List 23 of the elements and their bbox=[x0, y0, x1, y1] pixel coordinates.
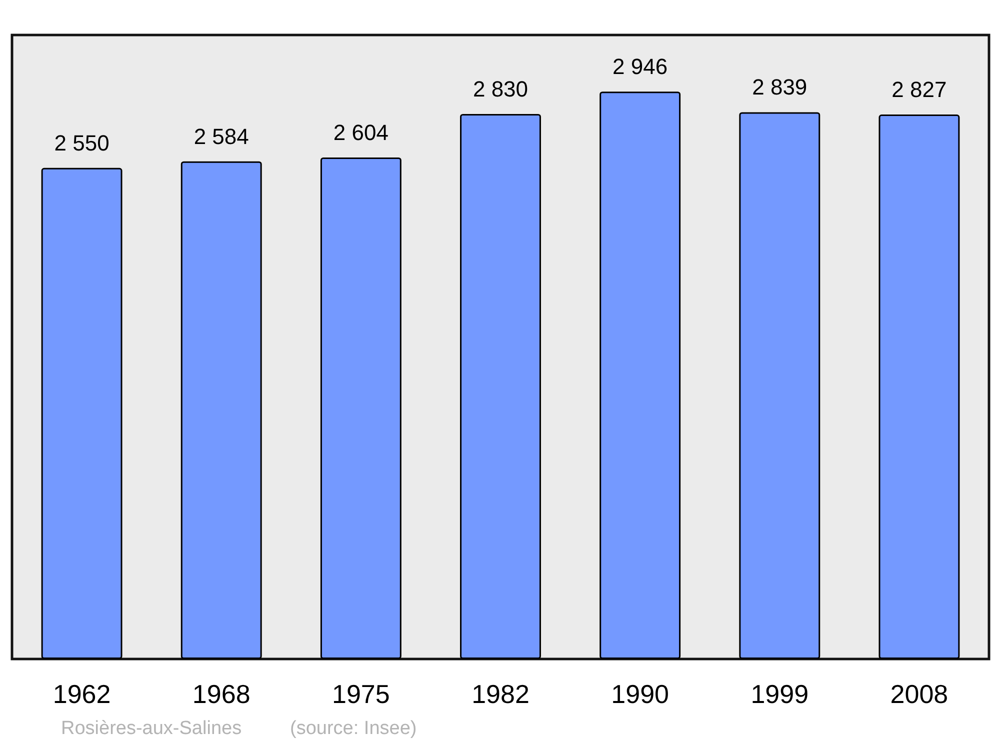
x-tick-label: 1962 bbox=[52, 679, 111, 709]
data-label: 2 584 bbox=[194, 124, 249, 149]
bar bbox=[180, 161, 262, 659]
bar bbox=[41, 168, 122, 659]
data-label: 2 550 bbox=[54, 130, 110, 156]
x-tick-label: 1975 bbox=[332, 679, 390, 709]
bar bbox=[320, 157, 402, 659]
data-label: 2 604 bbox=[333, 120, 388, 145]
x-tick-label: 2008 bbox=[890, 679, 948, 709]
data-label: 2 827 bbox=[892, 77, 947, 102]
bar bbox=[739, 112, 820, 659]
data-label: 2 946 bbox=[612, 54, 668, 80]
x-tick-label: 1968 bbox=[192, 679, 250, 709]
bar bbox=[600, 92, 681, 659]
bar bbox=[878, 114, 960, 659]
x-tick-label: 1982 bbox=[472, 679, 530, 709]
data-label: 2 830 bbox=[472, 76, 528, 102]
data-label: 2 839 bbox=[752, 74, 808, 100]
x-tick-label: 1990 bbox=[611, 679, 669, 709]
text: Rosières-aux-Salines bbox=[61, 718, 242, 739]
text: (source: Insee) bbox=[290, 718, 417, 739]
x-tick-label: 1999 bbox=[750, 679, 809, 709]
bar bbox=[460, 114, 541, 659]
